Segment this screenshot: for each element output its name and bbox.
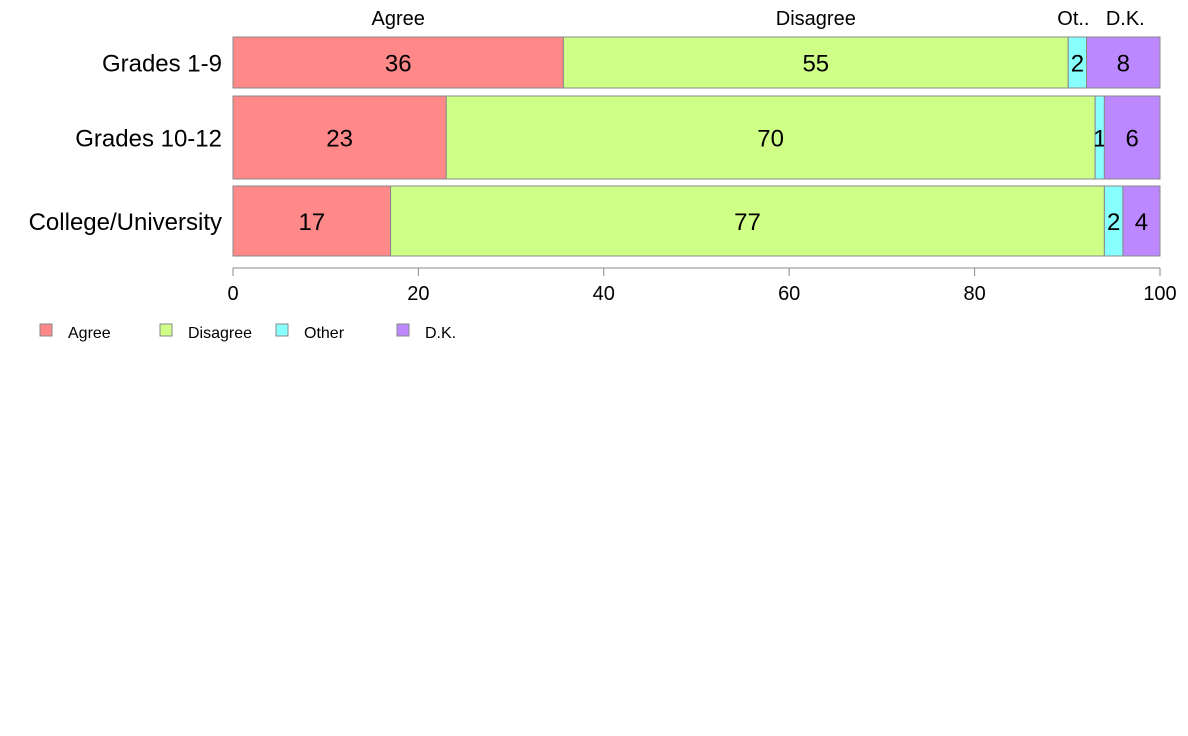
data-label: 77 (734, 209, 761, 236)
legend-label: Other (304, 325, 345, 342)
category-label: College/University (29, 209, 222, 236)
legend-label: Disagree (188, 325, 252, 342)
x-tick-label: 40 (593, 283, 615, 305)
x-tick-label: 80 (963, 283, 985, 305)
bar-segment (445, 95, 1096, 180)
legend-label: D.K. (425, 325, 456, 342)
category-label: Grades 1-9 (102, 51, 222, 78)
bar-segment (390, 185, 1105, 257)
bar-segment (232, 95, 447, 180)
bar-segment (1086, 36, 1161, 89)
legend-swatch (275, 323, 289, 337)
x-tick-label: 100 (1143, 283, 1176, 305)
data-label: 6 (1126, 126, 1139, 153)
data-label: 1 (1093, 126, 1106, 153)
bar-segment (232, 185, 392, 257)
bar-segment (1103, 95, 1161, 180)
data-label: 4 (1135, 209, 1148, 236)
legend-swatch (396, 323, 410, 337)
bar-segment (232, 36, 564, 89)
data-label: 17 (298, 209, 325, 236)
data-label: 70 (757, 126, 784, 153)
x-tick-label: 60 (778, 283, 800, 305)
data-label: 8 (1117, 51, 1130, 78)
data-label: 2 (1107, 209, 1120, 236)
legend-swatch (39, 323, 53, 337)
data-label: 36 (385, 51, 412, 78)
data-label: 55 (802, 51, 829, 78)
category-label: Grades 10-12 (75, 126, 222, 153)
bar-segment (1122, 185, 1161, 257)
top-segment-label: Ot.. (1057, 8, 1089, 30)
top-segment-label: Agree (372, 8, 425, 30)
top-segment-label: Disagree (776, 8, 856, 30)
top-segment-label: D.K. (1106, 8, 1145, 30)
data-label: 23 (326, 126, 353, 153)
x-tick-label: 0 (227, 283, 238, 305)
data-label: 2 (1071, 51, 1084, 78)
legend-label: Agree (68, 325, 111, 342)
x-tick-label: 20 (407, 283, 429, 305)
bar-segment (562, 36, 1069, 89)
legend-swatch (159, 323, 173, 337)
